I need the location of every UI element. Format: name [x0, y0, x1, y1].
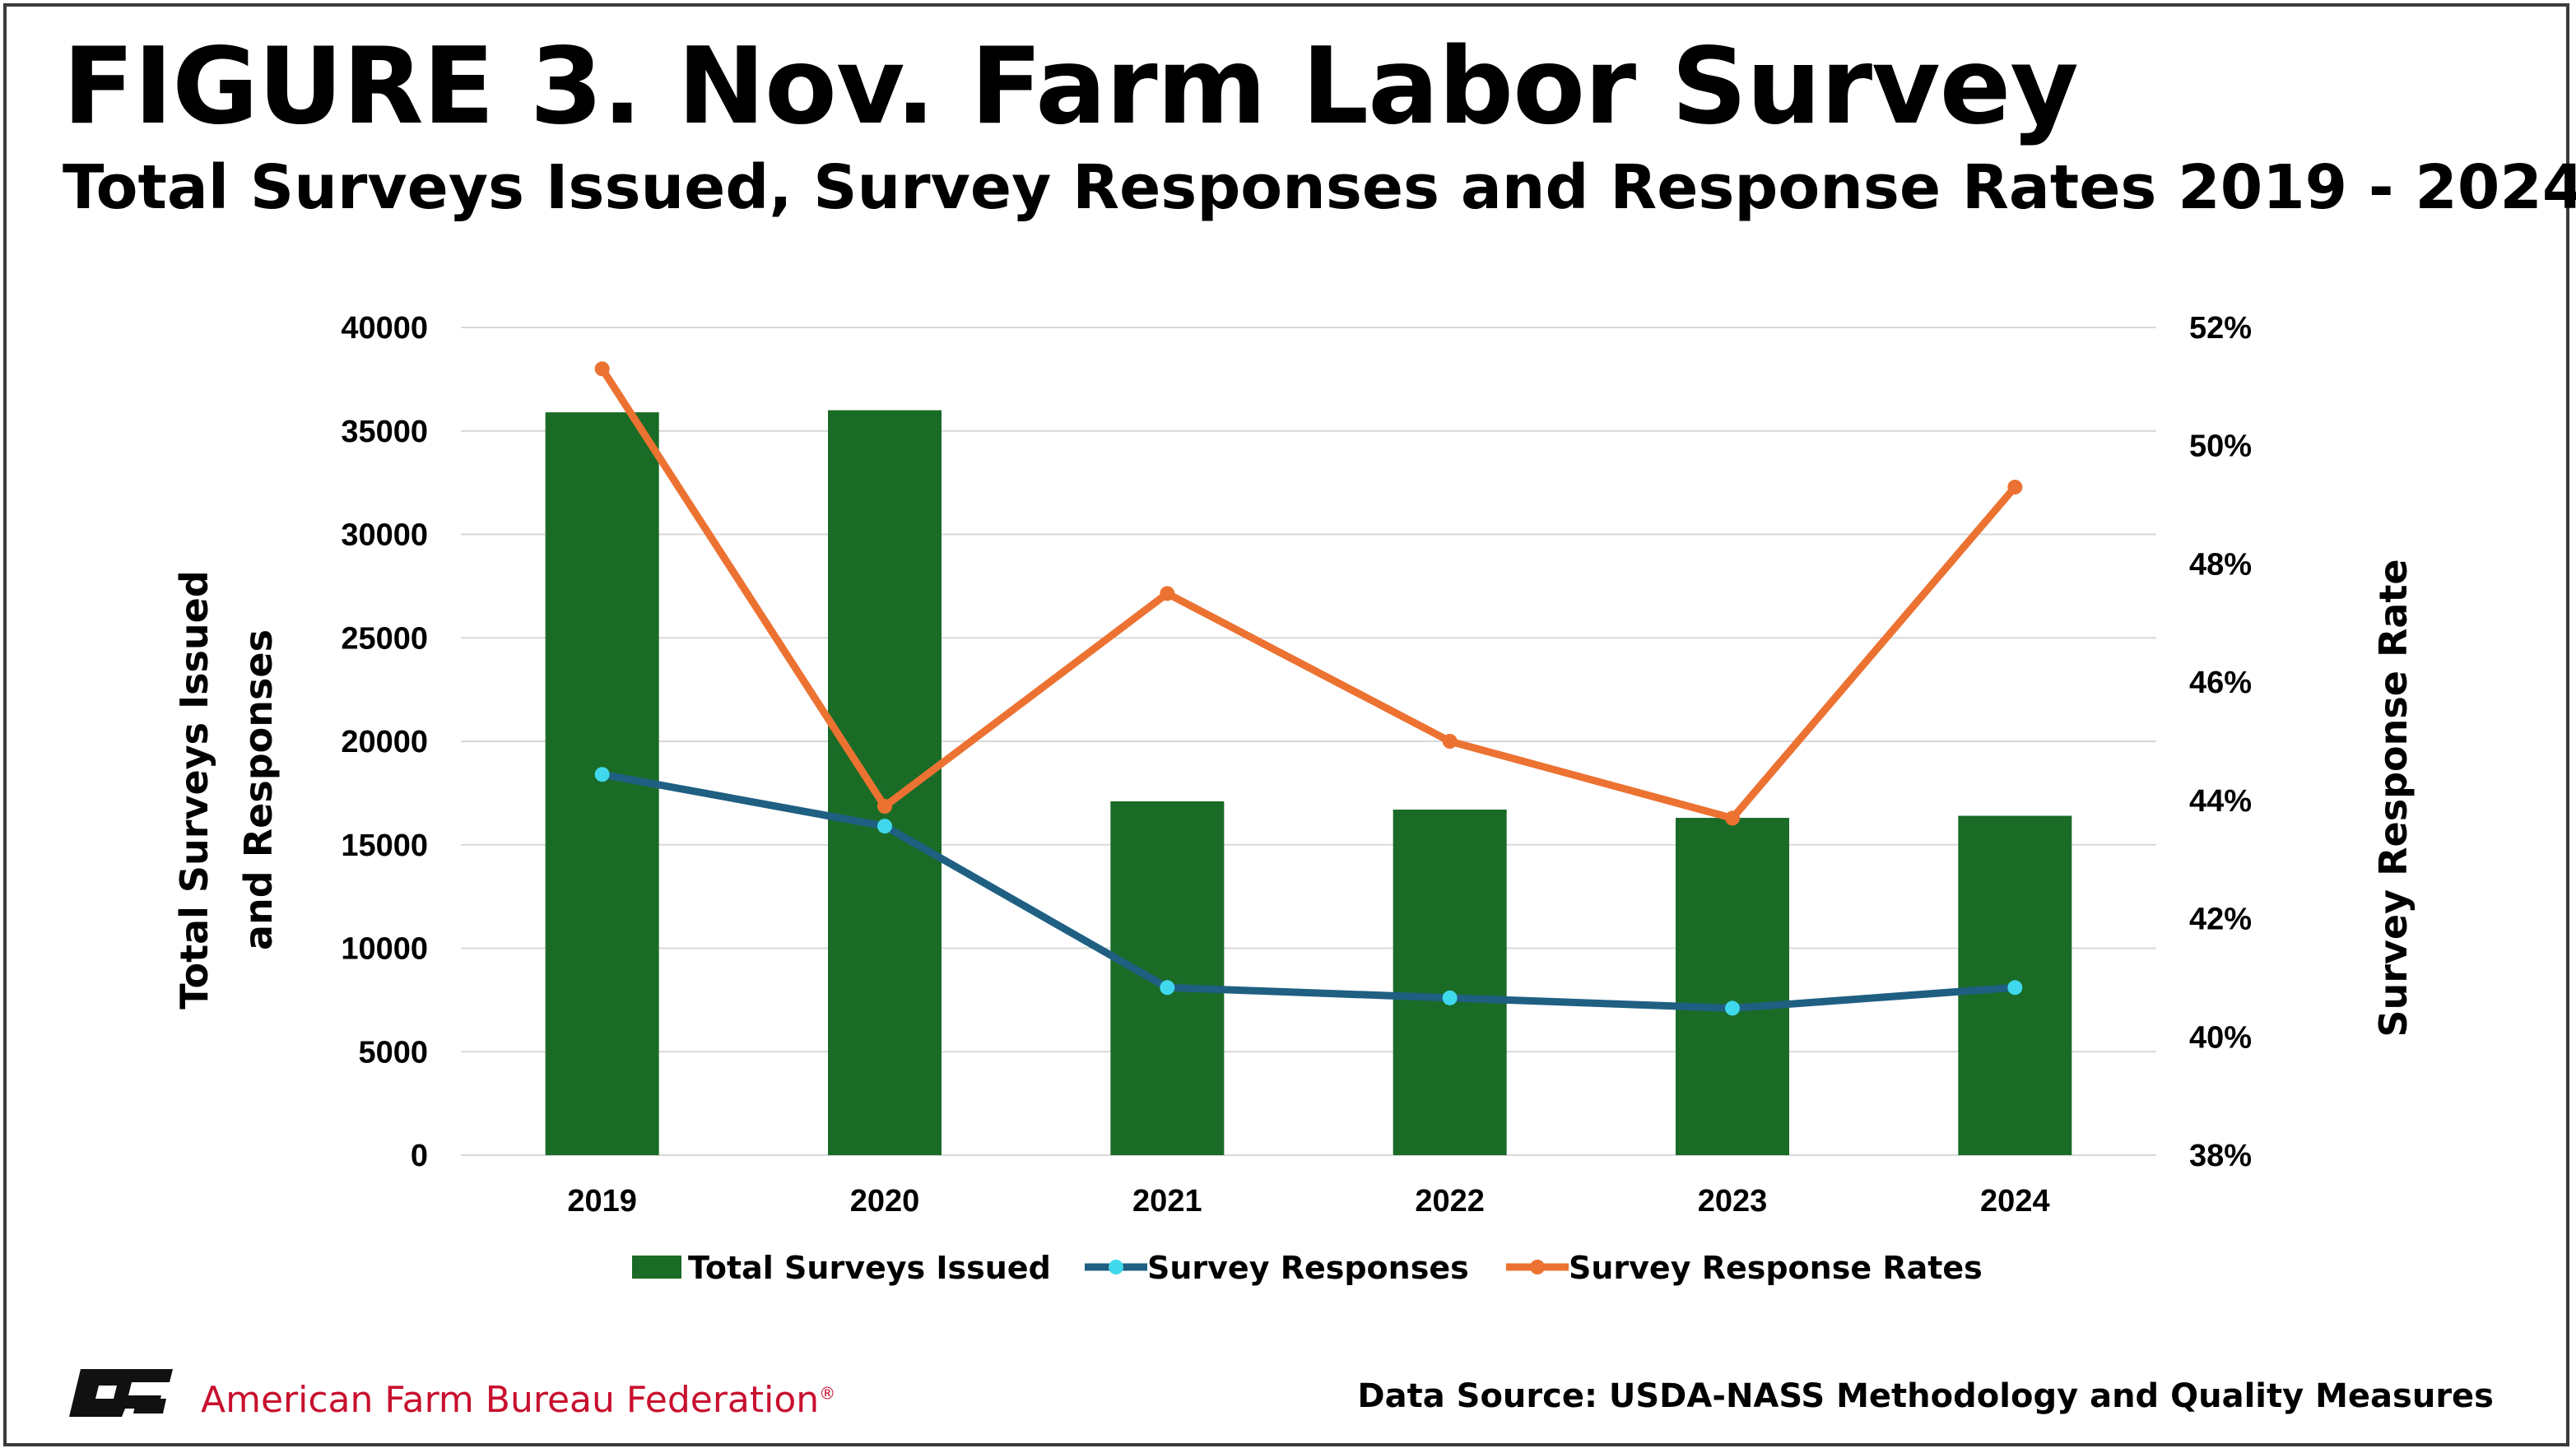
legend-label-survey-response-rates: Survey Response Rates [1569, 1250, 1983, 1286]
chart-title: FIGURE 3. Nov. Farm Labor Survey [63, 26, 2079, 148]
chart-frame [3, 3, 2569, 1446]
organization-name: American Farm Bureau Federation® [201, 1379, 835, 1421]
point-survey-responses [1725, 1000, 1740, 1016]
legend-label-survey-responses: Survey Responses [1147, 1250, 1469, 1286]
organization-text: American Farm Bureau Federation [201, 1379, 820, 1421]
point-survey-responses [877, 819, 892, 834]
data-source: Data Source: USDA-NASS Methodology and Q… [1357, 1377, 2494, 1415]
point-survey-responses [594, 767, 610, 782]
line-survey-response-rates [598, 366, 2018, 822]
legend-marker-survey-responses [1109, 1260, 1123, 1274]
legend-label-total-surveys: Total Surveys Issued [688, 1250, 1051, 1286]
y-tick-label: 25000 [341, 621, 428, 656]
y-tick-label: 30000 [341, 518, 428, 553]
x-tick-label: 2020 [850, 1184, 920, 1219]
y-axis-title: Total Surveys Issued and Responses [172, 570, 281, 1010]
legend-marker-survey-response-rates [1530, 1260, 1545, 1274]
bar-total-surveys [1393, 809, 1507, 1155]
y-tick-label: 40000 [341, 311, 428, 346]
y-tick-label: 35000 [341, 415, 428, 449]
y-tick-label: 0 [411, 1139, 428, 1173]
y-tick-label: 15000 [341, 829, 428, 863]
line-survey-responses [601, 770, 2016, 1012]
y2-tick-label: 42% [2189, 903, 2252, 937]
point-survey-response-rates [2007, 480, 2023, 495]
x-tick-label: 2023 [1698, 1184, 1768, 1219]
point-survey-responses [1160, 980, 1175, 996]
y2-tick-label: 40% [2189, 1020, 2252, 1055]
x-tick-label: 2021 [1132, 1184, 1202, 1219]
y2-tick-label: 38% [2189, 1139, 2252, 1173]
x-tick-label: 2019 [567, 1184, 637, 1219]
y2-tick-label: 50% [2189, 429, 2252, 464]
y2-tick-label: 44% [2189, 784, 2252, 819]
bar-total-surveys [828, 410, 942, 1156]
y-tick-label: 20000 [341, 725, 428, 759]
afbf-logo-icon [66, 1366, 181, 1423]
point-survey-response-rates [1442, 734, 1458, 749]
point-survey-responses [2007, 980, 2023, 996]
point-survey-responses [1442, 990, 1458, 1005]
point-survey-response-rates [594, 361, 610, 377]
legend-swatch-total-surveys [632, 1256, 681, 1279]
registered-mark: ® [819, 1383, 836, 1404]
bar-total-surveys [1676, 818, 1789, 1155]
y-tick-label: 5000 [358, 1035, 428, 1070]
y2-tick-label: 48% [2189, 547, 2252, 582]
bar-total-surveys [1110, 801, 1225, 1155]
point-survey-response-rates [1160, 586, 1175, 601]
y2-tick-label: 52% [2189, 311, 2252, 346]
point-survey-response-rates [877, 799, 892, 815]
chart-subtitle: Total Surveys Issued, Survey Responses a… [63, 152, 2576, 223]
y-axis-title-line: Total Surveys Issued [172, 570, 216, 1010]
y-tick-label: 10000 [341, 932, 428, 967]
y-axis-title-line: and Responses [236, 629, 281, 950]
y2-axis-title: Survey Response Rate [2371, 559, 2416, 1037]
x-tick-label: 2024 [1980, 1184, 2050, 1219]
x-tick-label: 2022 [1415, 1184, 1485, 1219]
y2-tick-label: 46% [2189, 666, 2252, 700]
point-survey-response-rates [1725, 810, 1740, 826]
